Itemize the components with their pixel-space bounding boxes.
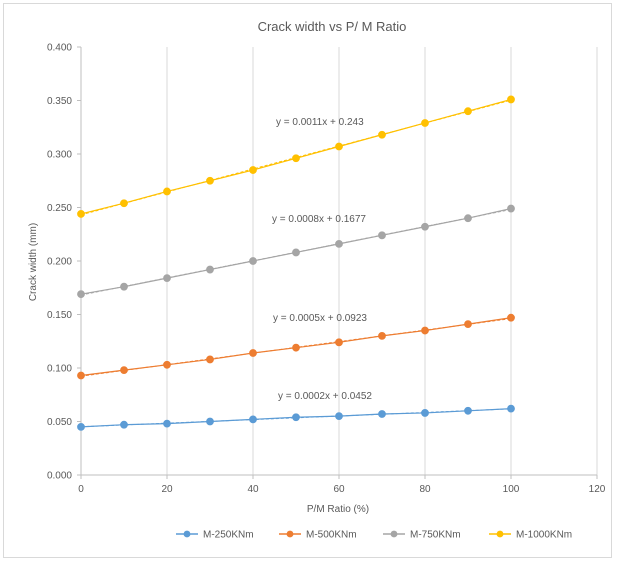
legend-marker bbox=[390, 530, 398, 538]
y-tick-label: 0.350 bbox=[47, 96, 72, 107]
legend-item: M-1000KNm bbox=[489, 530, 572, 541]
data-point bbox=[335, 142, 343, 151]
data-point bbox=[335, 338, 343, 347]
data-point bbox=[378, 130, 386, 139]
x-axis-title: P/M Ratio (%) bbox=[307, 504, 369, 515]
data-point bbox=[378, 410, 386, 418]
y-tick-label: 0.400 bbox=[47, 43, 72, 54]
data-point bbox=[206, 265, 214, 274]
data-point bbox=[464, 214, 472, 223]
trendline-equation: y = 0.0002x + 0.0452 bbox=[278, 391, 372, 402]
data-point bbox=[249, 415, 257, 424]
x-tick-label: 120 bbox=[589, 484, 606, 495]
legend-item: M-250KNm bbox=[176, 530, 254, 541]
legend: M-250KNm M-500KNm M-750KNm M-1000KNm bbox=[176, 530, 572, 541]
axes: 0.000 0.050 0.100 0.150 0.200 0.250 0.300 0.350… bbox=[47, 43, 606, 496]
data-point bbox=[77, 290, 85, 299]
data-point bbox=[292, 343, 300, 352]
legend-label: M-1000KNm bbox=[516, 530, 572, 541]
x-tick-label: 20 bbox=[161, 484, 173, 495]
legend-item: M-750KNm bbox=[383, 530, 461, 541]
data-point bbox=[464, 320, 472, 329]
data-point bbox=[378, 332, 386, 340]
data-point bbox=[292, 154, 300, 163]
data-point bbox=[206, 176, 214, 185]
y-axis-title: Crack width (mm) bbox=[28, 223, 39, 301]
data-point bbox=[206, 355, 214, 364]
x-tick-label: 100 bbox=[503, 484, 520, 495]
y-tick-label: 0.250 bbox=[47, 203, 72, 214]
data-point bbox=[120, 282, 128, 291]
data-point bbox=[120, 420, 128, 429]
x-tick-label: 80 bbox=[419, 484, 431, 495]
y-tick-label: 0.000 bbox=[47, 471, 72, 482]
data-point bbox=[378, 231, 386, 240]
data-point bbox=[507, 204, 515, 213]
data-point bbox=[421, 119, 429, 127]
data-point bbox=[249, 349, 257, 357]
legend-marker bbox=[286, 530, 294, 538]
trendlines bbox=[80, 99, 512, 428]
trendline-equations: y = 0.0002x + 0.0452 y = 0.0005x + 0.0923… bbox=[272, 117, 372, 402]
data-point bbox=[206, 417, 214, 426]
legend-label: M-750KNm bbox=[410, 530, 461, 541]
data-point bbox=[335, 412, 343, 421]
data-point bbox=[249, 166, 257, 174]
x-tick-label: 60 bbox=[333, 484, 345, 495]
data-point bbox=[77, 210, 85, 218]
y-tick-label: 0.050 bbox=[47, 417, 72, 428]
data-point bbox=[421, 222, 429, 231]
grid-lines bbox=[166, 47, 598, 475]
data-point bbox=[507, 95, 515, 104]
trendline-equation: y = 0.0005x + 0.0923 bbox=[273, 313, 367, 324]
legend-label: M-500KNm bbox=[306, 530, 357, 541]
trendline-equation: y = 0.0011x + 0.243 bbox=[276, 117, 364, 128]
data-point bbox=[77, 371, 85, 380]
x-tick-label: 40 bbox=[247, 484, 259, 495]
legend-marker bbox=[183, 530, 191, 538]
y-tick-label: 0.200 bbox=[47, 257, 72, 268]
chart-title: Crack width vs P/ M Ratio bbox=[258, 19, 407, 34]
series-layer bbox=[77, 95, 515, 431]
data-point bbox=[507, 404, 515, 413]
data-point bbox=[335, 239, 343, 248]
legend-marker bbox=[496, 530, 504, 538]
data-point bbox=[163, 419, 171, 428]
data-point bbox=[507, 313, 515, 322]
data-point bbox=[163, 274, 171, 283]
y-tick-label: 0.300 bbox=[47, 150, 72, 161]
data-point bbox=[292, 248, 300, 257]
data-point bbox=[292, 413, 300, 422]
data-point bbox=[163, 360, 171, 369]
legend-label: M-250KNm bbox=[203, 530, 254, 541]
trendline-equation: y = 0.0008x + 0.1677 bbox=[272, 214, 366, 225]
data-point bbox=[464, 107, 472, 116]
y-tick-label: 0.150 bbox=[47, 310, 72, 321]
data-point bbox=[120, 199, 128, 208]
y-tick-label: 0.100 bbox=[47, 364, 72, 375]
legend-item: M-500KNm bbox=[279, 530, 357, 541]
data-point bbox=[421, 326, 429, 335]
x-tick-label: 0 bbox=[78, 484, 84, 495]
data-point bbox=[163, 187, 171, 196]
data-point bbox=[421, 409, 429, 417]
data-point bbox=[120, 366, 128, 375]
data-point bbox=[77, 422, 85, 431]
data-point bbox=[464, 406, 472, 415]
data-point bbox=[249, 257, 257, 265]
